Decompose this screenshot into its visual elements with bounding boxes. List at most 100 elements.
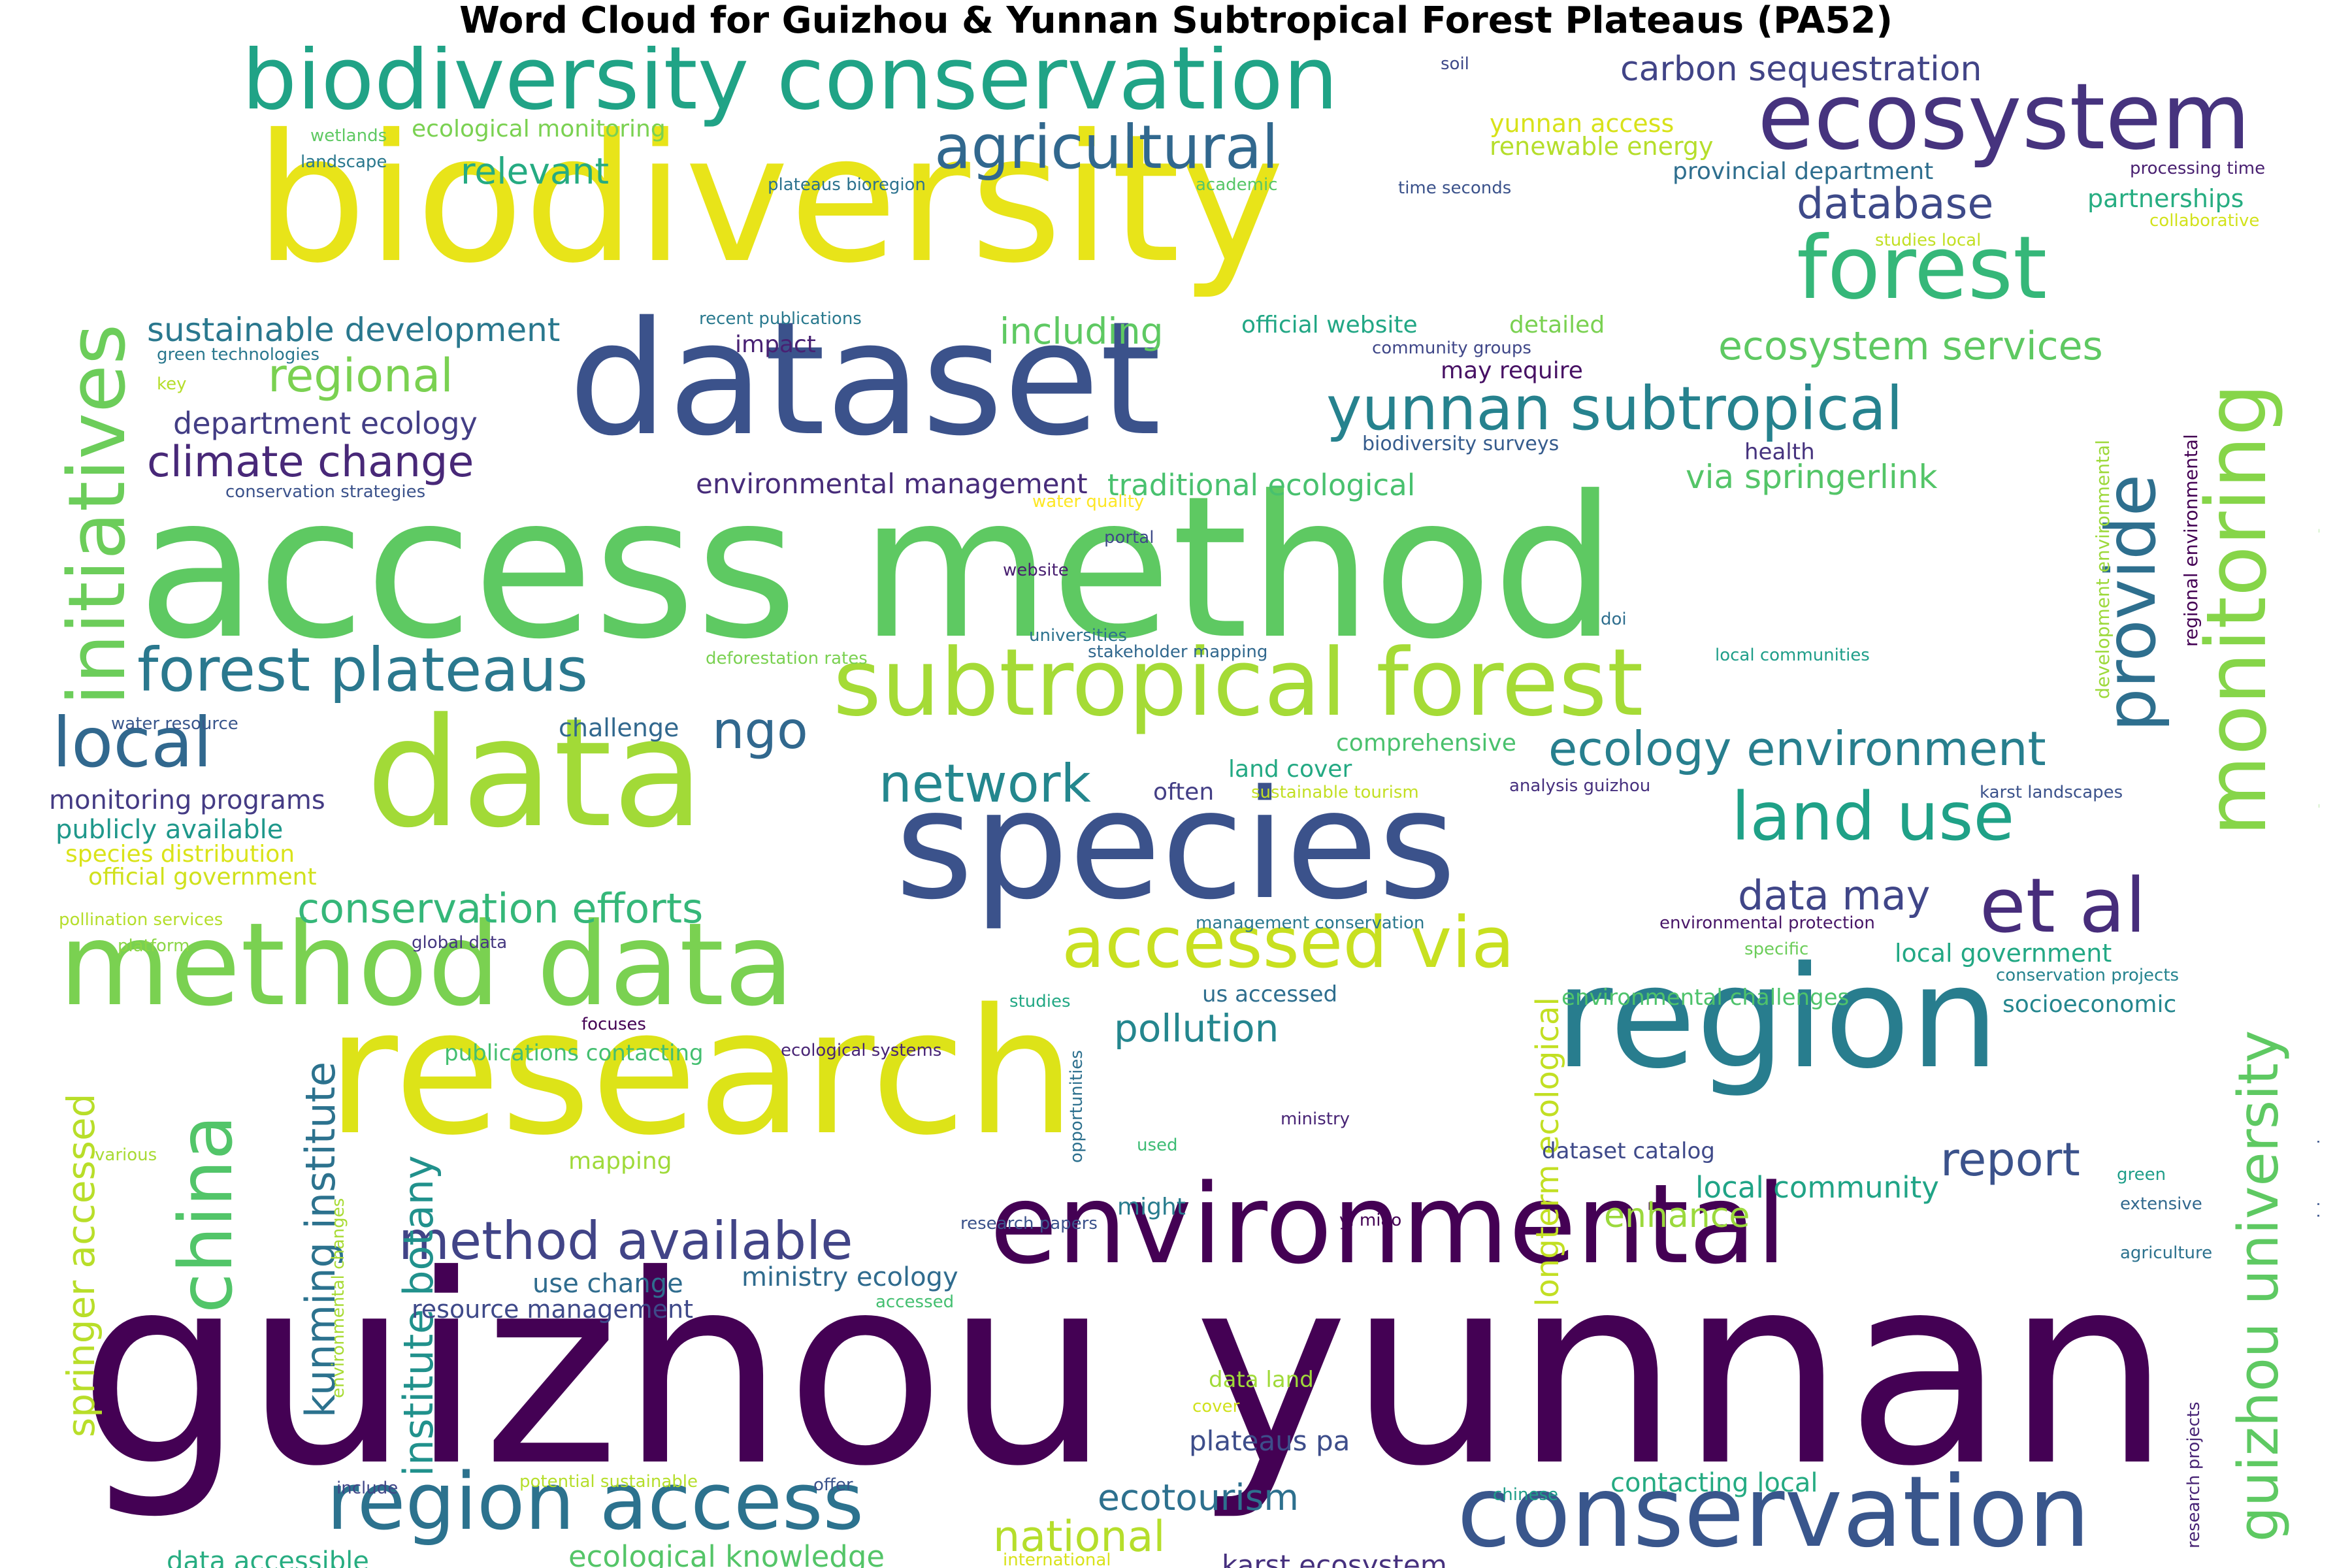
word-may-require: may require (1441, 357, 1583, 384)
word-forest-plateaus: forest plateaus (137, 635, 588, 705)
word-karst-ecosystem: karst ecosystem (1222, 1549, 1447, 1568)
word-environmental-management: environmental management (696, 468, 1088, 500)
word-research-projects: research projects (2184, 1401, 2204, 1548)
word-comprehensive: comprehensive (1336, 730, 1516, 757)
word-health: health (1744, 439, 1815, 465)
word-regional-environmental: regional environmental (2180, 434, 2202, 647)
word-national: national (993, 1512, 1166, 1561)
word-carbon-sequestration: carbon sequestration (1620, 50, 1982, 89)
word-conservation: conservation (1457, 1456, 2091, 1568)
word-department-ecology: department ecology (173, 406, 478, 441)
word-including: including (1000, 310, 1164, 352)
word-extensive: extensive (2120, 1194, 2202, 1214)
word-report: report (1940, 1133, 2080, 1186)
word-global-data: global data (412, 933, 508, 953)
word-doi: doi (1601, 610, 1627, 629)
word-cloud: guizhou yunnan access method biodiversity r… (33, 46, 2319, 1568)
word-specific: specific (1744, 939, 1809, 959)
word-enhance: enhance (1604, 1196, 1750, 1235)
word-access-method: access method (137, 454, 1617, 682)
word-local-communities: local communities (1715, 645, 1870, 665)
word-plateaus-pa: plateaus pa (1189, 1425, 1350, 1457)
word-academic: academic (1196, 175, 1278, 195)
word-provincial-department: provincial department (1673, 158, 1934, 185)
word-international: international (1003, 1550, 1111, 1568)
word-relevant: relevant (461, 150, 610, 192)
word-ecological-knowledge: ecological knowledge (568, 1539, 885, 1568)
word-deforestation-rates: deforestation rates (706, 649, 868, 668)
word-might: might (1117, 1194, 1186, 1220)
word-accessed: accessed (875, 1292, 955, 1312)
word-ecosystem: ecosystem (1757, 64, 2251, 171)
word-development-environmental: development environmental (2092, 440, 2114, 699)
word-community-groups: community groups (1372, 338, 1531, 358)
word-subtropical-forest: subtropical forest (833, 629, 1644, 737)
word-us-accessed: us accessed (1202, 981, 1338, 1007)
word-mapping: mapping (568, 1148, 672, 1175)
word-impact: impact (735, 331, 816, 358)
word-dataset-catalog: dataset catalog (1542, 1138, 1715, 1164)
word-opportunities: opportunities (1067, 1050, 1086, 1163)
chart-title: Word Cloud for Guizhou & Yunnan Subtropi… (459, 0, 1893, 42)
word-green: green (2117, 1165, 2166, 1184)
word-guizhou-yunnan: guizhou yunnan (78, 1220, 2172, 1524)
word-region: region (1555, 936, 1999, 1100)
word-china-springer: china springer (2314, 1097, 2319, 1228)
word-yunnan-subtropical: yunnan subtropical (1326, 374, 1903, 444)
word-publications-contacting: publications contacting (444, 1040, 704, 1066)
word-conservation-projects: conservation projects (1996, 966, 2180, 985)
word-ngo: ngo (712, 702, 808, 760)
word-region-access: region access (327, 1457, 864, 1548)
word-various: various (95, 1145, 157, 1165)
word-chinese: chinese (1493, 1485, 1559, 1505)
word-database: database (1797, 180, 1994, 229)
word-focuses: focuses (581, 1015, 646, 1034)
word-monitoring: monitoring (2188, 383, 2285, 836)
word-accessed-via: accessed via (1062, 902, 1515, 984)
word-official-government: official government (88, 864, 317, 890)
word-sustainable-development: sustainable development (147, 311, 561, 349)
word-data-may: data may (1738, 872, 1931, 919)
word-key: key (157, 374, 187, 394)
word-biodiversity-surveys: biodiversity surveys (1362, 433, 1560, 455)
word-ecological-systems: ecological systems (781, 1041, 942, 1060)
word-et-al: et al (1980, 862, 2146, 950)
word-local-government: local government (1895, 939, 2112, 968)
word-species: species (895, 759, 1457, 933)
word-yi-miao: yi miao (1339, 1211, 1402, 1230)
word-green-technologies: green technologies (157, 345, 320, 365)
word-research-papers: research papers (960, 1214, 1098, 1233)
word-recent-publications: recent publications (699, 309, 862, 329)
word-environmental-protection: environmental protection (1659, 913, 1875, 933)
word-potential-sustainable: potential sustainable (519, 1472, 698, 1492)
word-regional: regional (268, 349, 453, 402)
word-socioeconomic: socioeconomic (2002, 991, 2177, 1018)
word-studies: studies (1009, 992, 1071, 1011)
word-ecotourism: ecotourism (1098, 1477, 1299, 1518)
word-agricultural: agricultural (934, 112, 1279, 182)
word-plateaus-bioregion: plateaus bioregion (768, 175, 926, 195)
word-collaborative: collaborative (2149, 211, 2260, 231)
word-use-change: use change (532, 1269, 683, 1299)
word-partnerships: partnerships (2087, 184, 2244, 213)
word-initiatives: initiatives (52, 323, 143, 706)
word-soil: soil (1441, 54, 1469, 74)
word-often: often (1153, 779, 1215, 806)
word-monitoring-programs: monitoring programs (49, 785, 325, 815)
word-climate-change: climate change (147, 438, 474, 487)
word-local: local (52, 703, 212, 783)
word-used: used (1137, 1135, 1178, 1155)
word-network: network (879, 753, 1091, 814)
word-renewable-energy: renewable energy (1490, 132, 1714, 161)
word-yunnan-access: yunnan access (1490, 109, 1674, 138)
word-universities: universities (1029, 626, 1127, 645)
word-environmental-changes: environmental changes (329, 1198, 348, 1398)
word-guizhou-university: guizhou university (2227, 1030, 2291, 1542)
word-biodiversity: biodiversity (255, 96, 1285, 302)
word-species-distribution: species distribution (65, 841, 295, 868)
word-publicly-available: publicly available (56, 815, 284, 845)
word-management-conservation: management conservation (1196, 913, 1425, 933)
word-biodiversity-conservation: biodiversity conservation (242, 46, 1339, 129)
word-processing-time: processing time (2130, 159, 2266, 178)
word-conservation-efforts: conservation efforts (297, 885, 704, 932)
